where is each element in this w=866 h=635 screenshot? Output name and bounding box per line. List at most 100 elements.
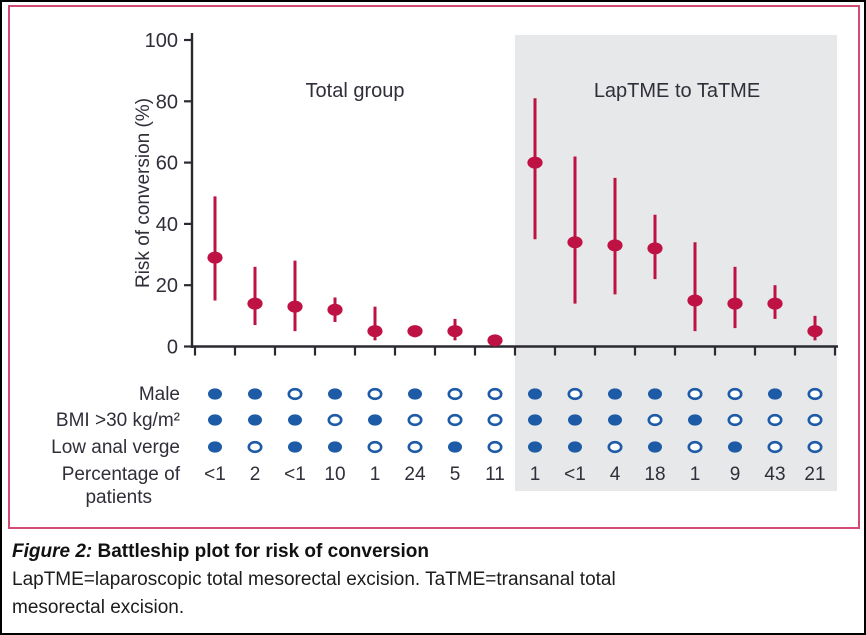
dot-filled-male	[648, 388, 662, 400]
dot-filled-lav	[648, 441, 662, 453]
risk-point	[447, 325, 463, 338]
percentage-value: 10	[324, 464, 345, 485]
y-axis-ticks: 0 20 40 60 80 100	[145, 30, 192, 359]
risk-point	[247, 297, 263, 310]
dot-open-lav	[247, 440, 263, 454]
dot-filled-lav	[568, 441, 582, 453]
risk-point	[767, 297, 783, 310]
y-axis-title: Risk of conversion (%)	[133, 98, 154, 288]
dot-open-bmi	[727, 413, 743, 427]
dot-open-male	[287, 387, 303, 401]
y-tick-label: 80	[156, 91, 178, 113]
dot-filled-bmi	[688, 414, 702, 426]
percentage-value: 9	[730, 464, 741, 485]
risk-point	[527, 156, 543, 169]
dot-filled-male	[608, 388, 622, 400]
caption-figure-label: Figure 2:	[12, 541, 93, 562]
dot-open-bmi	[807, 413, 823, 427]
group-label-laptme-tatme: LapTME to TaTME	[594, 80, 760, 102]
percentage-row-values: <1 2 <1 10 1 24 5 11 1 <1 4 18 1 9 43 21	[204, 464, 825, 485]
percentage-value: 1	[530, 464, 541, 485]
dot-filled-bmi	[368, 414, 382, 426]
dot-filled-bmi	[288, 414, 302, 426]
dot-open-lav	[807, 440, 823, 454]
risk-point	[567, 236, 583, 249]
dot-filled-bmi	[568, 414, 582, 426]
dot-open-lav	[367, 440, 383, 454]
percentage-value: 18	[644, 464, 665, 485]
risk-point	[327, 303, 343, 316]
dot-filled-male	[248, 388, 262, 400]
dot-filled-bmi	[528, 414, 542, 426]
dot-filled-lav	[728, 441, 742, 453]
dot-open-male	[447, 387, 463, 401]
percentage-value: 5	[450, 464, 461, 485]
dot-open-male	[727, 387, 743, 401]
factor-indicator-dots	[208, 387, 823, 454]
percentage-value: 11	[485, 464, 505, 485]
risk-points-with-ci	[207, 98, 823, 347]
dot-open-male	[807, 387, 823, 401]
dot-open-lav	[687, 440, 703, 454]
dot-filled-male	[528, 388, 542, 400]
caption-title-text: Battleship plot for risk of conversion	[92, 541, 430, 562]
risk-point	[607, 239, 623, 252]
caption-title: Figure 2: Battleship plot for risk of co…	[12, 538, 842, 566]
risk-point	[647, 242, 663, 255]
dot-open-lav	[767, 440, 783, 454]
dot-open-bmi	[647, 413, 663, 427]
dot-open-bmi	[407, 413, 423, 427]
dot-open-male	[567, 387, 583, 401]
risk-point	[287, 300, 303, 313]
risk-point	[807, 325, 823, 338]
dot-filled-lav	[288, 441, 302, 453]
dot-filled-lav	[328, 441, 342, 453]
percentage-value: <1	[564, 464, 586, 485]
percentage-value: <1	[204, 464, 226, 485]
percentage-value: 2	[250, 464, 261, 485]
y-tick-label: 20	[156, 275, 178, 297]
dot-open-lav	[607, 440, 623, 454]
caption-note-line1: LapTME=laparoscopic total mesorectal exc…	[12, 569, 616, 590]
row-label-low-anal-verge: Low anal verge	[51, 437, 180, 458]
axis-and-group-labels: Risk of conversion (%) Total group LapTME …	[51, 80, 760, 508]
risk-point	[407, 325, 423, 338]
x-axis-ticks	[193, 347, 837, 356]
row-label-percentage-line2: patients	[85, 487, 152, 508]
row-label-bmi: BMI >30 kg/m²	[56, 410, 180, 431]
risk-point	[687, 294, 703, 307]
percentage-value: 43	[764, 464, 785, 485]
dot-filled-lav	[448, 441, 462, 453]
dot-open-lav	[487, 440, 503, 454]
dot-filled-bmi	[608, 414, 622, 426]
risk-point	[367, 325, 383, 338]
y-tick-label: 60	[156, 153, 178, 175]
laptme-group-shaded-region	[515, 35, 837, 491]
y-tick-label: 100	[145, 30, 178, 52]
percentage-value: 21	[804, 464, 825, 485]
dot-open-bmi	[327, 413, 343, 427]
percentage-value: 1	[370, 464, 381, 485]
y-tick-label: 0	[167, 337, 178, 359]
percentage-value: <1	[284, 464, 306, 485]
caption-note-line2: mesorectal excision.	[12, 597, 185, 618]
dot-filled-lav	[528, 441, 542, 453]
row-label-male: Male	[139, 384, 180, 405]
dot-open-male	[687, 387, 703, 401]
risk-point	[727, 297, 743, 310]
dot-open-male	[487, 387, 503, 401]
dot-filled-male	[768, 388, 782, 400]
dot-open-bmi	[767, 413, 783, 427]
dot-filled-bmi	[208, 414, 222, 426]
dot-filled-male	[408, 388, 422, 400]
y-tick-label: 40	[156, 214, 178, 236]
dot-open-male	[367, 387, 383, 401]
dot-filled-lav	[208, 441, 222, 453]
dot-filled-male	[328, 388, 342, 400]
group-label-total: Total group	[306, 80, 405, 102]
percentage-value: 4	[610, 464, 621, 485]
battleship-plot: 0 20 40 60 80 100 Risk of conversion (%) Total…	[51, 30, 838, 508]
dot-open-lav	[407, 440, 423, 454]
dot-filled-bmi	[248, 414, 262, 426]
